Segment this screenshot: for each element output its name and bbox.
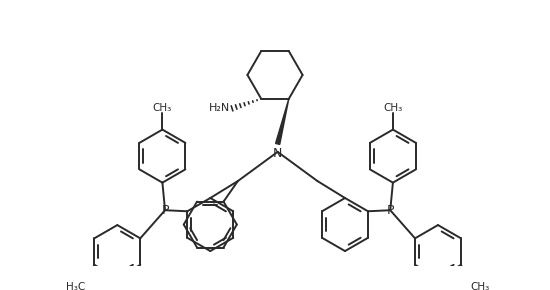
Text: P: P bbox=[387, 204, 394, 217]
Text: CH₃: CH₃ bbox=[470, 282, 490, 290]
Text: H₃C: H₃C bbox=[65, 282, 85, 290]
Text: CH₃: CH₃ bbox=[383, 103, 403, 113]
Text: CH₃: CH₃ bbox=[153, 103, 172, 113]
Polygon shape bbox=[276, 99, 289, 144]
Text: P: P bbox=[161, 204, 169, 217]
Text: H₂N: H₂N bbox=[208, 103, 230, 113]
Text: N: N bbox=[273, 146, 282, 160]
